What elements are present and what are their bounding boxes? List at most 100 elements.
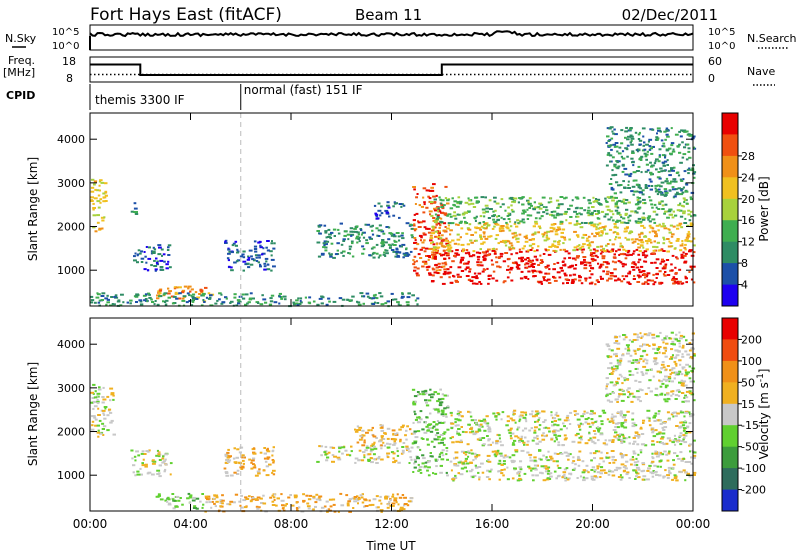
scatter-cell [619,453,623,456]
scatter-cell [425,425,429,428]
scatter-cell [655,213,659,216]
scatter-cell [636,333,639,336]
velocity-colorbar-label-sup: -1 [756,373,766,382]
scatter-cell [416,391,420,393]
scatter-cell [645,254,649,257]
scatter-cell [293,494,298,497]
scatter-cell [662,250,666,252]
scatter-cell [645,353,649,356]
scatter-cell [641,463,646,466]
scatter-cell [682,438,685,441]
scatter-cell [485,250,489,253]
scatter-cell [630,137,635,140]
scatter-cell [390,451,395,454]
scatter-cell [464,451,469,454]
scatter-cell [599,433,604,436]
scatter-cell [477,258,480,261]
scatter-cell [666,182,670,185]
scatter-cell [276,497,280,500]
scatter-cell [391,243,394,246]
scatter-cell [679,178,683,181]
scatter-cell [455,223,458,226]
scatter-cell [482,443,486,446]
scatter-cell [379,254,382,257]
scatter-cell [613,145,617,148]
scatter-cell [167,287,170,290]
scatter-cell [481,251,486,254]
scatter-cell [100,409,103,412]
scatter-cell [414,203,417,205]
scatter-cell [151,301,155,303]
scatter-cell [638,250,642,253]
scatter-cell [485,207,489,210]
scatter-cell [643,148,647,151]
scatter-cell [664,154,667,157]
scatter-cell [482,256,485,258]
scatter-cell [429,452,432,454]
scatter-cell [506,466,509,469]
scatter-cell [606,392,610,395]
colorbar-tick-label: -100 [741,462,766,475]
scatter-cell [693,176,696,179]
scatter-cell [536,435,539,437]
scatter-cell [133,259,137,262]
scatter-cell [569,204,573,207]
scatter-cell [665,380,668,382]
scatter-cell [463,262,468,265]
scatter-cell [532,266,535,268]
scatter-cell [666,411,670,414]
scatter-cell [590,267,594,270]
scatter-cell [640,470,644,473]
scatter-cell [673,434,676,437]
scatter-cell [623,376,627,379]
scatter-cell [692,281,696,284]
scatter-cell [139,303,144,306]
scatter-cell [181,289,186,292]
scatter-cell [556,212,560,215]
y-tick-label: 1000 [57,264,85,277]
scatter-cell [493,252,497,255]
scatter-cell [432,227,436,230]
scatter-cell [657,188,661,191]
scatter-cell [611,248,615,251]
scatter-cell [456,201,460,204]
scatter-cell [181,291,185,294]
scatter-cell [554,245,558,248]
freq-label: Freq. [8,54,35,67]
velocity-colorbar-label: Velocity [m s-1] [756,369,771,460]
scatter-cell [573,267,577,270]
scatter-cell [472,250,476,253]
scatter-cell [631,418,635,421]
scatter-cell [628,339,632,342]
scatter-cell [328,233,332,236]
scatter-cell [678,425,682,428]
scatter-cell [167,260,170,263]
scatter-cell [596,279,599,282]
scatter-cell [282,295,287,298]
scatter-cell [461,415,464,418]
scatter-cell [247,255,250,258]
scatter-cell [440,217,443,220]
scatter-cell [369,450,373,453]
scatter-cell [410,224,415,227]
scatter-cell [575,215,578,218]
scatter-cell [403,496,407,499]
scatter-cell [401,243,406,246]
scatter-cell [323,240,328,243]
scatter-cell [632,252,635,255]
colorbar-tick-label: -50 [741,441,759,454]
scatter-cell [370,448,375,451]
scatter-cell [654,235,658,238]
scatter-cell [562,422,565,425]
scatter-cell [457,428,461,430]
scatter-cell [688,365,692,368]
scatter-cell [97,206,101,209]
scatter-cell [356,441,360,444]
scatter-cell [406,449,409,451]
scatter-cell [624,467,628,470]
scatter-cell [221,499,225,502]
scatter-cell [617,278,621,281]
scatter-cell [224,296,228,299]
scatter-cell [648,464,652,467]
